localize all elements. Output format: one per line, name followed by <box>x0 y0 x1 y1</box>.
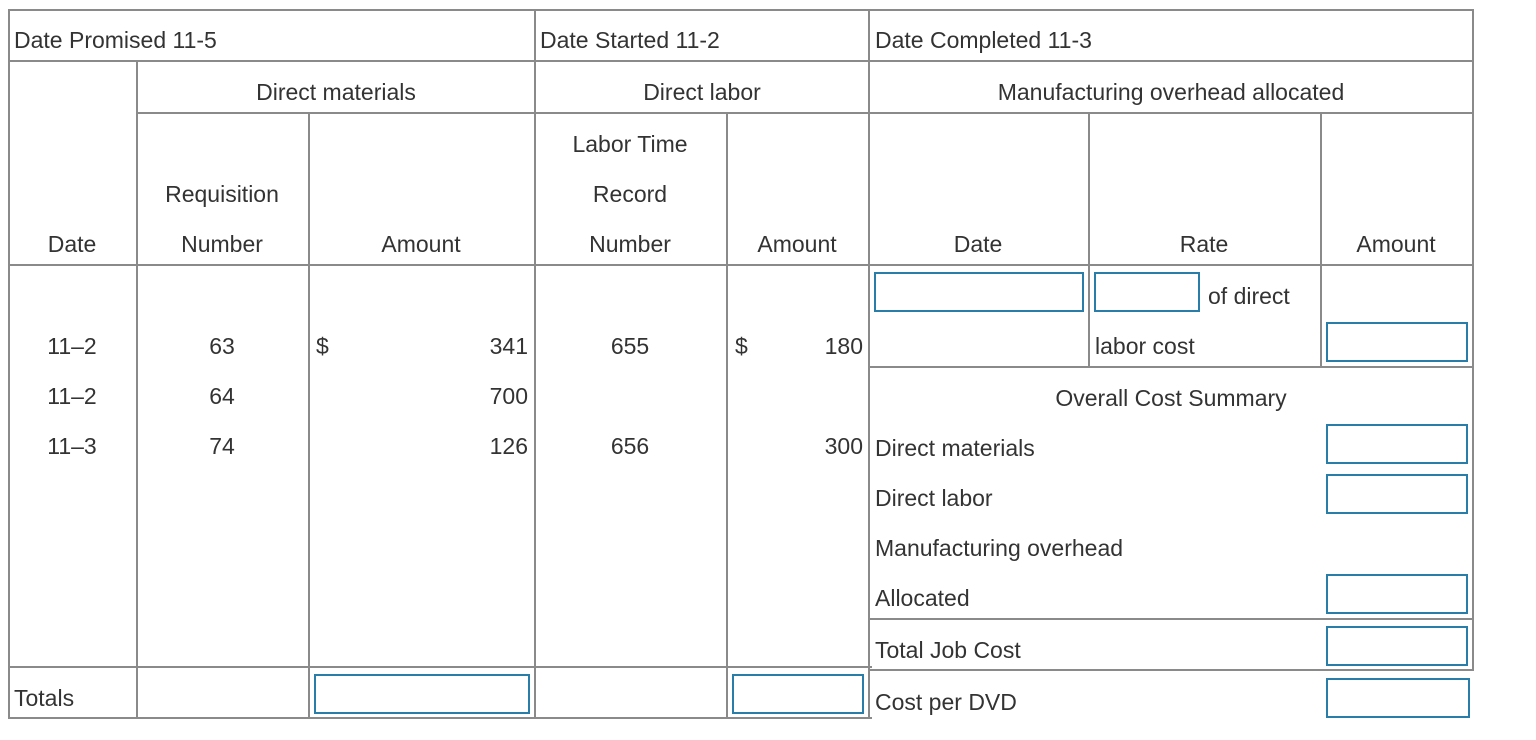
summary-moh-label-line1: Manufacturing overhead <box>875 535 1124 561</box>
total-job-cost-label: Total Job Cost <box>875 637 1021 663</box>
summary-direct-materials-input[interactable] <box>1326 424 1468 464</box>
rule-moh-date-col <box>1088 112 1090 368</box>
row-1-dl-amount: 180 <box>824 333 863 359</box>
rule-dl-amount-col <box>868 9 870 719</box>
rate-suffix-line2: labor cost <box>1095 333 1195 359</box>
row-1-dl-currency: $ <box>735 333 748 359</box>
rule-allocated-bottom <box>870 618 1474 620</box>
group-direct-labor: Direct labor <box>643 79 761 105</box>
rule-date-col <box>136 60 138 719</box>
col-requisition-line2: Number <box>181 231 263 257</box>
rule-dm-amount-col <box>534 9 536 719</box>
date-started: Date Started 11-2 <box>540 27 720 53</box>
row-1-dm-currency: $ <box>316 333 329 359</box>
cost-per-dvd-label: Cost per DVD <box>875 689 1017 715</box>
total-direct-materials-input[interactable] <box>314 674 530 714</box>
col-moh-rate: Rate <box>1179 231 1229 257</box>
moh-date-input[interactable] <box>874 272 1084 312</box>
group-overhead: Manufacturing overhead allocated <box>997 79 1345 105</box>
summary-moh-input[interactable] <box>1326 574 1468 614</box>
col-labor-time-line2: Record <box>592 181 668 207</box>
row-2-requisition: 64 <box>209 383 235 409</box>
col-labor-time-line1: Labor Time <box>572 131 688 157</box>
row-3-labor-record: 656 <box>610 433 650 459</box>
moh-amount-input[interactable] <box>1326 322 1468 362</box>
row-3-date: 11–3 <box>47 433 97 459</box>
summary-direct-labor-label: Direct labor <box>875 485 993 511</box>
rule-group-bottom <box>136 112 1474 114</box>
rule-columns-bottom <box>8 264 1474 266</box>
total-direct-labor-input[interactable] <box>732 674 864 714</box>
col-labor-time-line3: Number <box>589 231 671 257</box>
rule-moh-rate-col <box>1320 112 1322 368</box>
row-2-dm-amount: 700 <box>489 383 528 409</box>
summary-title: Overall Cost Summary <box>1055 385 1287 411</box>
row-3-dl-amount: 300 <box>824 433 863 459</box>
col-requisition-line1: Requisition <box>165 181 279 207</box>
row-1-requisition: 63 <box>209 333 235 359</box>
col-moh-date: Date <box>953 231 1003 257</box>
rule-left-totals-top <box>8 666 872 668</box>
rule-total-job-cost-bottom <box>870 669 1474 671</box>
moh-rate-input[interactable] <box>1094 272 1200 312</box>
summary-moh-label-line2: Allocated <box>875 585 970 611</box>
rule-bottom <box>8 717 872 719</box>
summary-direct-materials-label: Direct materials <box>875 435 1035 461</box>
row-1-dm-amount: 341 <box>489 333 528 359</box>
date-completed: Date Completed 11-3 <box>875 27 1092 53</box>
summary-direct-labor-input[interactable] <box>1326 474 1468 514</box>
date-promised: Date Promised 11-5 <box>14 27 217 53</box>
rate-suffix-line1: of direct <box>1208 283 1290 309</box>
cost-per-dvd-input[interactable] <box>1326 678 1470 718</box>
rule-header-bottom <box>8 60 1474 62</box>
rule-ltr-col <box>726 112 728 719</box>
totals-label: Totals <box>14 685 75 711</box>
col-moh-amount: Amount <box>1356 231 1436 257</box>
rule-overhead-bottom <box>870 366 1474 368</box>
rule-top <box>8 9 1474 11</box>
rule-right-edge <box>1472 9 1474 671</box>
group-direct-materials: Direct materials <box>256 79 416 105</box>
rule-left-edge <box>8 9 10 719</box>
row-3-requisition: 74 <box>209 433 235 459</box>
col-date: Date <box>47 231 97 257</box>
row-2-date: 11–2 <box>47 383 97 409</box>
col-dm-amount: Amount <box>381 231 461 257</box>
total-job-cost-input[interactable] <box>1326 626 1468 666</box>
rule-req-col <box>308 112 310 719</box>
col-dl-amount: Amount <box>757 231 837 257</box>
row-1-labor-record: 655 <box>610 333 650 359</box>
row-1-date: 11–2 <box>47 333 97 359</box>
row-3-dm-amount: 126 <box>489 433 528 459</box>
